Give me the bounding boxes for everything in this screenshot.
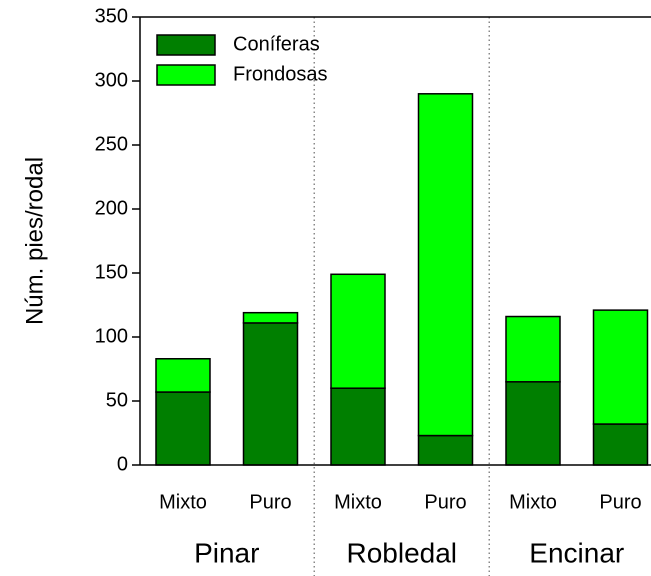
- bar-segment: [330, 387, 386, 466]
- bar-segment: [505, 315, 561, 383]
- x-tick-label: Puro: [599, 491, 641, 513]
- y-tick-label: 150: [95, 261, 128, 283]
- group-label: Encinar: [529, 537, 624, 568]
- bar-segment: [505, 381, 561, 466]
- group-label: Pinar: [194, 537, 259, 568]
- x-tick-label: Mixto: [334, 491, 382, 513]
- legend-swatch: [156, 34, 216, 56]
- x-tick-label: Puro: [424, 491, 466, 513]
- x-tick-label: Puro: [249, 491, 291, 513]
- bar-segment: [592, 309, 649, 425]
- x-tick-label: Mixto: [159, 491, 207, 513]
- y-tick-label: 0: [117, 453, 128, 475]
- bar-segment: [417, 93, 474, 437]
- bar-segment: [592, 423, 649, 466]
- y-tick-label: 50: [106, 389, 128, 411]
- bar-segment: [330, 273, 386, 389]
- legend-label: Coníferas: [233, 33, 320, 55]
- y-tick-label: 350: [95, 5, 128, 27]
- y-tick-label: 200: [95, 197, 128, 219]
- bar-segment: [242, 311, 299, 324]
- bar-segment: [155, 358, 211, 393]
- y-axis-label: Núm. pies/rodal: [21, 157, 48, 325]
- bar-segment: [417, 434, 474, 466]
- y-tick-label: 250: [95, 133, 128, 155]
- legend-label: Frondosas: [233, 63, 328, 85]
- group-label: Robledal: [346, 537, 457, 568]
- bar-segment: [242, 322, 299, 466]
- legend-swatch: [156, 64, 216, 86]
- x-tick-label: Mixto: [509, 491, 557, 513]
- y-tick-label: 100: [95, 325, 128, 347]
- y-tick-label: 300: [95, 69, 128, 91]
- bar-segment: [155, 391, 211, 466]
